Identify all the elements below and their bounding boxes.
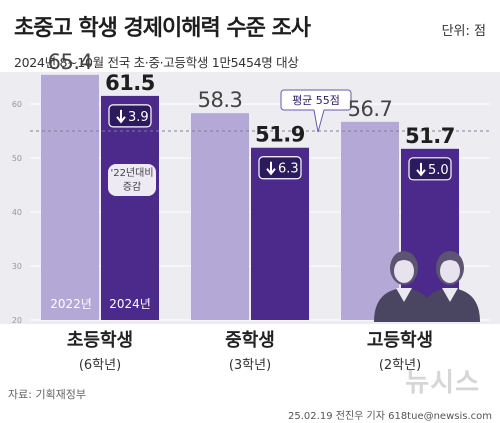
header: 초중고 학생 경제이해력 수준 조사 단위: 점 [14,10,494,46]
category-sublabel: (2학년) [379,358,421,373]
watermark-logo: 뉴시스 [405,368,480,398]
data-label-2024: 51.9 [255,123,305,147]
credit-line: 25.02.19 전진우 기자 618tue@newsis.com [288,411,492,422]
data-label-2022: 58.3 [198,88,243,112]
student-fringe [393,258,415,264]
compare-note-line2: 증감 [123,181,141,193]
average-callout-text: 평균 55점 [292,94,340,107]
down-arrow-icon [116,109,126,124]
student-face [394,259,414,283]
bar-2022 [341,121,399,320]
student-figure-icon [420,251,480,322]
y-tick-label: 30 [12,262,22,271]
category-label: 중학생 [225,329,275,351]
y-tick-label: 50 [12,154,22,163]
change-value: 5.0 [428,163,449,178]
category-label: 초등학생 [67,329,133,351]
student-face [440,259,460,283]
legend-2022: 2022년 [50,297,92,311]
student-fringe [439,258,461,264]
page-title: 초중고 학생 경제이해력 수준 조사 [14,16,311,41]
data-label-2022: 65.4 [48,50,93,74]
student-body [374,288,434,322]
y-tick-label: 60 [12,100,22,109]
student-figure-icon [374,251,434,322]
legend-2024: 2024년 [109,297,151,311]
source-note: 자료: 기획재정부 [8,388,87,401]
category-sublabel: (3학년) [229,358,271,373]
bar-2022 [41,74,99,320]
average-callout: 평균 55점 [280,89,352,133]
down-arrow-icon [416,162,426,177]
y-tick-label: 40 [12,208,22,217]
compare-note-line1: '22년대비 [110,167,153,179]
average-callout-joint [314,109,324,111]
subtitle: 2024년 8~10월 전국 초·중·고등학생 1만5454명 대상 [14,55,299,70]
student-collar [396,288,412,302]
data-label-2022: 56.7 [348,97,393,121]
category-label: 고등학생 [367,329,433,351]
bar-2024 [101,95,159,321]
data-label-2024: 51.7 [405,124,455,148]
student-collar [442,288,458,302]
change-value: 3.9 [128,110,149,125]
compare-note-box [108,164,156,196]
student-body [420,288,480,322]
bar-2022 [191,113,249,321]
unit-label: 단위: 점 [441,24,486,39]
category-sublabel: (6학년) [79,358,121,373]
y-tick-label: 20 [12,316,22,325]
down-arrow-icon [266,161,276,176]
change-value: 6.3 [278,162,299,177]
data-label-2024: 61.5 [105,71,155,95]
